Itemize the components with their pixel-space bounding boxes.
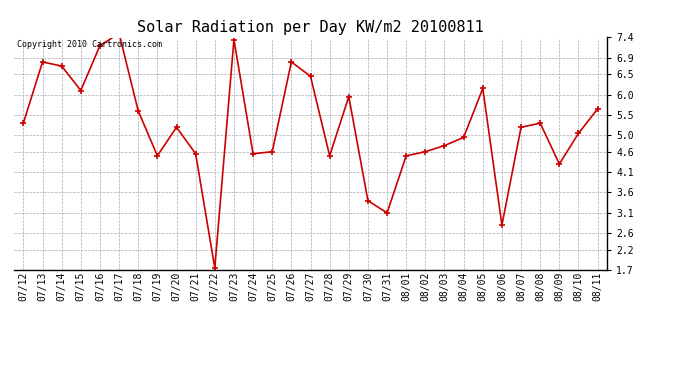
Text: Copyright 2010 Cartronics.com: Copyright 2010 Cartronics.com: [17, 40, 161, 49]
Title: Solar Radiation per Day KW/m2 20100811: Solar Radiation per Day KW/m2 20100811: [137, 20, 484, 35]
